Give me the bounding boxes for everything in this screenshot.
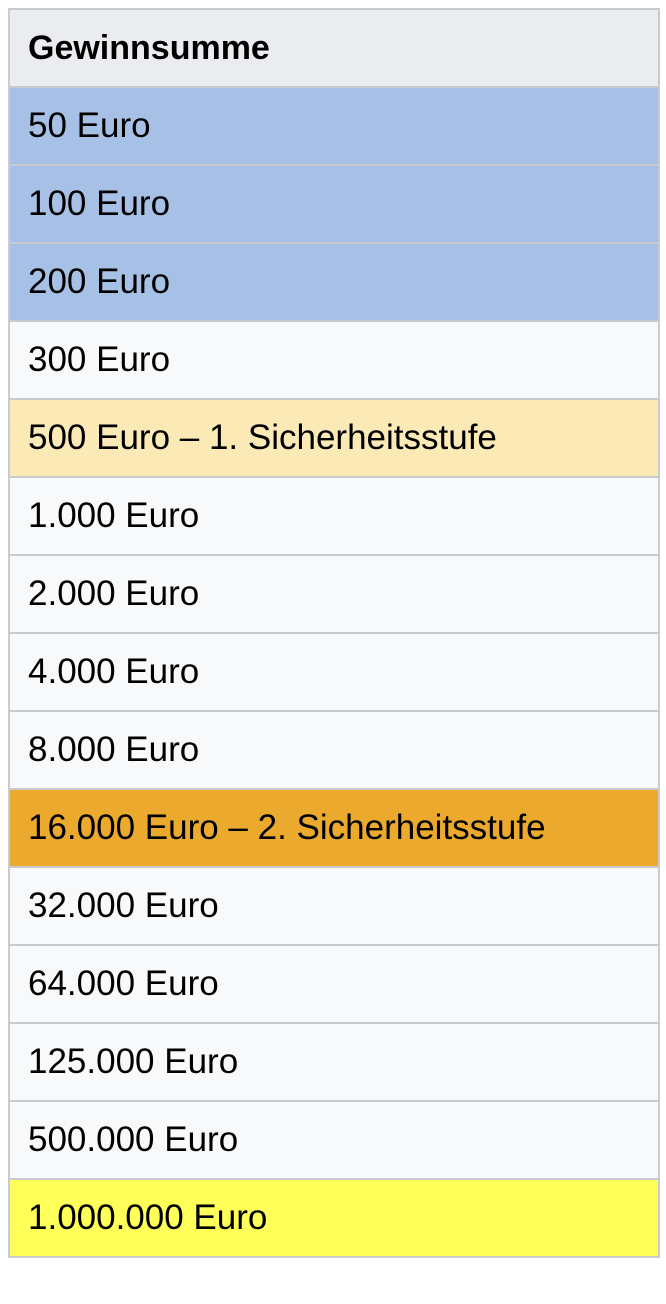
table-row: 125.000 Euro [8, 1022, 660, 1102]
prize-cell: 125.000 Euro [8, 1022, 660, 1102]
prize-cell: 16.000 Euro – 2. Sicherheitsstufe [8, 788, 660, 868]
table-row: 300 Euro [8, 320, 660, 400]
table-row: 64.000 Euro [8, 944, 660, 1024]
table-row: 50 Euro [8, 86, 660, 166]
table-header: Gewinnsumme [8, 8, 660, 88]
prize-cell: 32.000 Euro [8, 866, 660, 946]
column-header-gewinnsumme: Gewinnsumme [8, 8, 660, 88]
prize-table: Gewinnsumme 50 Euro 100 Euro 200 Euro 30… [8, 8, 660, 1258]
table-row: 100 Euro [8, 164, 660, 244]
prize-cell: 500 Euro – 1. Sicherheitsstufe [8, 398, 660, 478]
prize-cell: 300 Euro [8, 320, 660, 400]
prize-cell: 64.000 Euro [8, 944, 660, 1024]
prize-cell: 100 Euro [8, 164, 660, 244]
prize-cell: 2.000 Euro [8, 554, 660, 634]
prize-cell: 1.000.000 Euro [8, 1178, 660, 1258]
prize-cell: 8.000 Euro [8, 710, 660, 790]
table-body: 50 Euro 100 Euro 200 Euro 300 Euro 500 E… [8, 86, 660, 1258]
table-row: 16.000 Euro – 2. Sicherheitsstufe [8, 788, 660, 868]
prize-cell: 50 Euro [8, 86, 660, 166]
prize-cell: 1.000 Euro [8, 476, 660, 556]
table-row: 200 Euro [8, 242, 660, 322]
table-row: 500 Euro – 1. Sicherheitsstufe [8, 398, 660, 478]
prize-cell: 4.000 Euro [8, 632, 660, 712]
prize-cell: 500.000 Euro [8, 1100, 660, 1180]
table-row: 1.000 Euro [8, 476, 660, 556]
table-row: 32.000 Euro [8, 866, 660, 946]
table-row: 1.000.000 Euro [8, 1178, 660, 1258]
table-row: 2.000 Euro [8, 554, 660, 634]
prize-cell: 200 Euro [8, 242, 660, 322]
table-row: 500.000 Euro [8, 1100, 660, 1180]
table-row: 4.000 Euro [8, 632, 660, 712]
header-row: Gewinnsumme [8, 8, 660, 88]
table-row: 8.000 Euro [8, 710, 660, 790]
